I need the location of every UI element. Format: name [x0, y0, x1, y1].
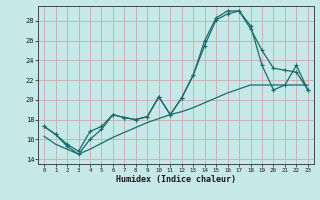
- X-axis label: Humidex (Indice chaleur): Humidex (Indice chaleur): [116, 175, 236, 184]
